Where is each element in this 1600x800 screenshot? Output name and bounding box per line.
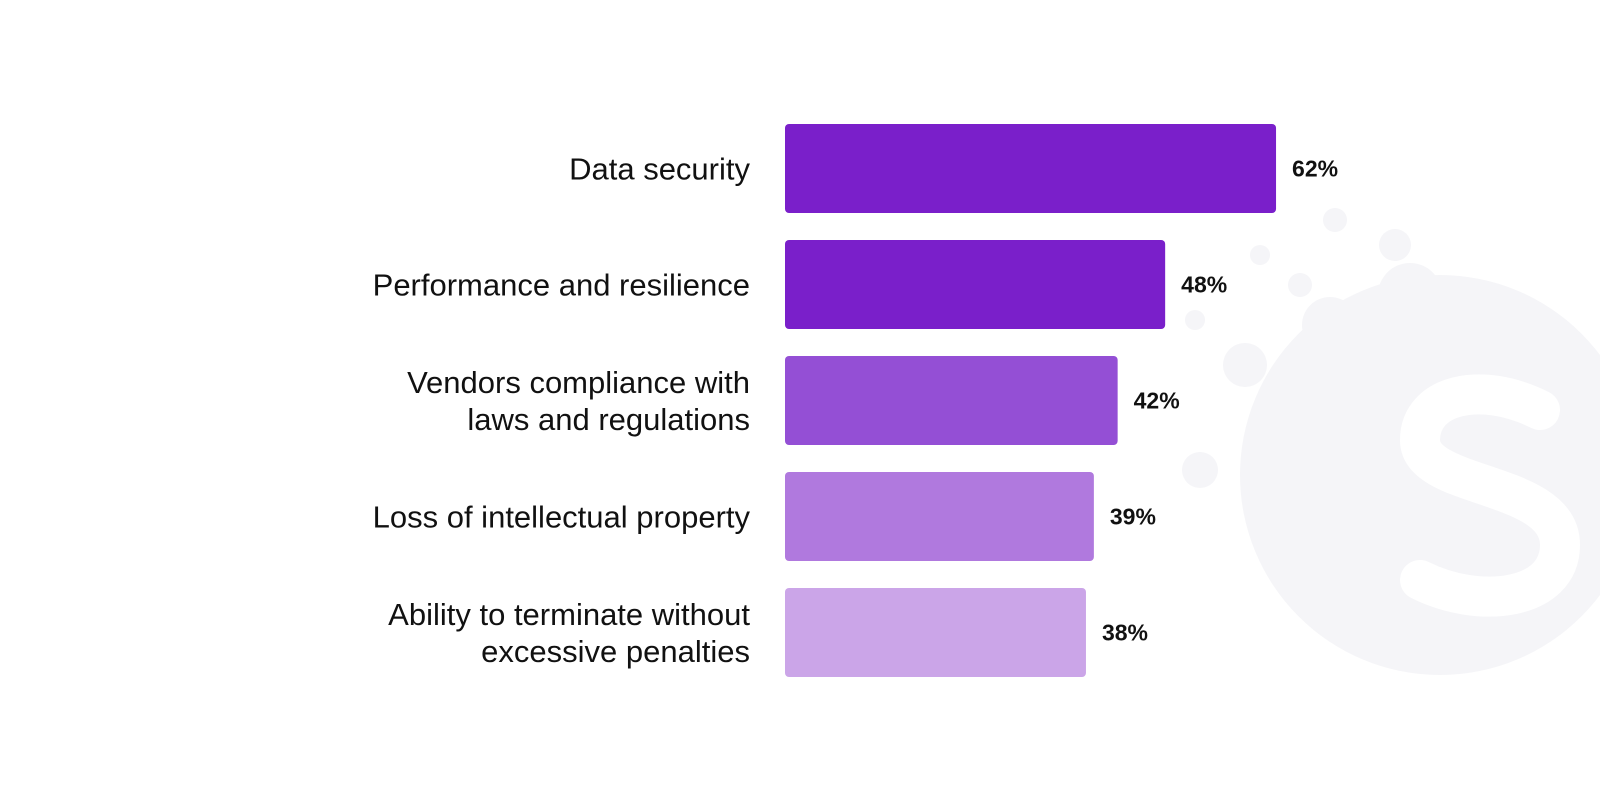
- category-label-4-line-1: excessive penalties: [481, 634, 750, 669]
- bar-4: [785, 588, 1086, 677]
- category-label-0-line-0: Data security: [569, 152, 750, 187]
- bar-2: [785, 356, 1118, 445]
- category-label-2-line-0: Vendors compliance with: [407, 365, 750, 400]
- bar-0: [785, 124, 1277, 213]
- category-label-4-line-0: Ability to terminate without: [388, 597, 750, 632]
- value-label-0: 62%: [1292, 156, 1338, 182]
- value-label-2: 42%: [1134, 388, 1180, 414]
- value-label-4: 38%: [1102, 620, 1148, 646]
- value-label-1: 48%: [1181, 272, 1227, 298]
- bar-1: [785, 240, 1166, 329]
- value-label-3: 39%: [1110, 504, 1156, 530]
- category-label-2-line-1: laws and regulations: [467, 402, 750, 437]
- bar-3: [785, 472, 1094, 561]
- category-label-1-line-0: Performance and resilience: [373, 268, 750, 303]
- category-label-3-line-0: Loss of intellectual property: [373, 500, 751, 535]
